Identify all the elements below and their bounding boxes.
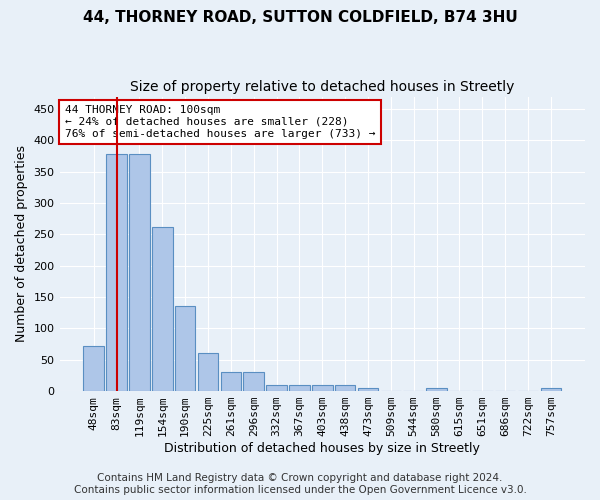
Bar [175, 306, 196, 391]
Bar [289, 385, 310, 391]
Bar [335, 385, 355, 391]
Bar [221, 372, 241, 391]
Bar [129, 154, 150, 391]
Text: 44 THORNEY ROAD: 100sqm
← 24% of detached houses are smaller (228)
76% of semi-d: 44 THORNEY ROAD: 100sqm ← 24% of detache… [65, 106, 375, 138]
Text: Contains HM Land Registry data © Crown copyright and database right 2024.
Contai: Contains HM Land Registry data © Crown c… [74, 474, 526, 495]
Bar [83, 346, 104, 391]
Bar [106, 154, 127, 391]
Bar [358, 388, 378, 391]
Bar [198, 354, 218, 391]
Bar [541, 388, 561, 391]
Bar [266, 385, 287, 391]
Bar [244, 372, 264, 391]
Bar [312, 385, 332, 391]
Y-axis label: Number of detached properties: Number of detached properties [15, 146, 28, 342]
Bar [426, 388, 447, 391]
Title: Size of property relative to detached houses in Streetly: Size of property relative to detached ho… [130, 80, 514, 94]
Bar [152, 227, 173, 391]
X-axis label: Distribution of detached houses by size in Streetly: Distribution of detached houses by size … [164, 442, 480, 455]
Text: 44, THORNEY ROAD, SUTTON COLDFIELD, B74 3HU: 44, THORNEY ROAD, SUTTON COLDFIELD, B74 … [83, 10, 517, 25]
